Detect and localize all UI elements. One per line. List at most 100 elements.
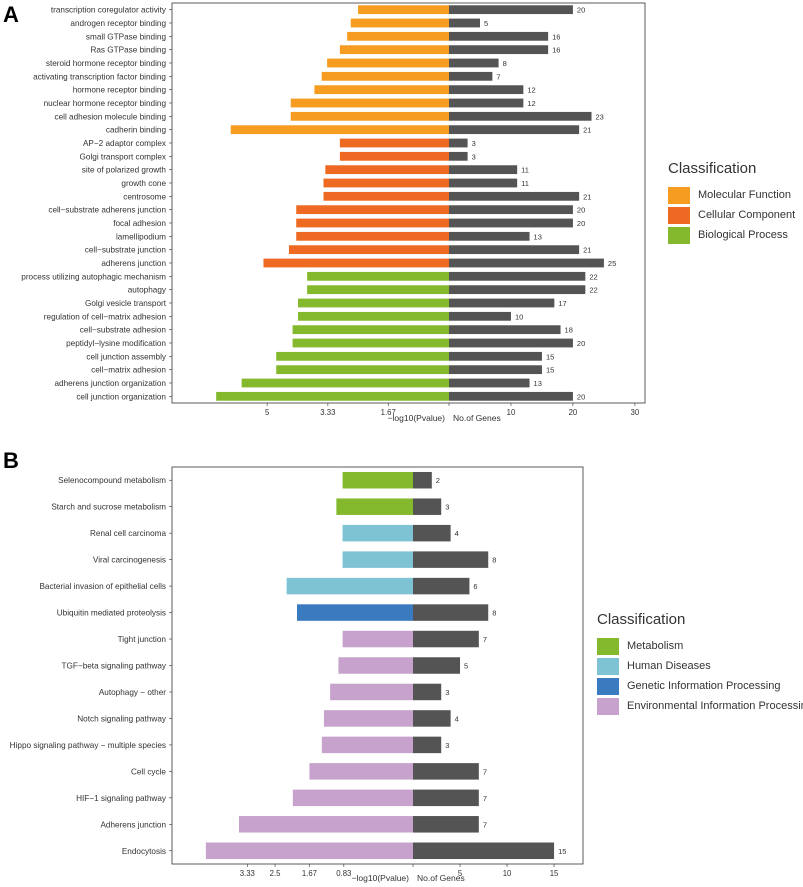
pvalue-bar [330, 683, 413, 701]
pvalue-bar [314, 85, 449, 95]
legend-b-label: Metabolism [627, 640, 684, 652]
legend-b-item: Environmental Information Processing [597, 696, 803, 716]
pvalue-bar [298, 298, 449, 308]
left-x-tick-label: 3.33 [240, 869, 255, 878]
pvalue-bar [292, 338, 449, 348]
gene-count-label: 11 [521, 179, 529, 188]
category-label: Renal cell carcinoma [90, 529, 166, 538]
category-label: adherens junction [101, 259, 166, 268]
category-label: peptidyl−lysine modification [66, 339, 166, 348]
category-label: Bacterial invasion of epithelial cells [39, 582, 166, 591]
gene-count-label: 20 [577, 206, 585, 215]
gene-count-label: 4 [455, 529, 459, 538]
legend-a-label: Biological Process [698, 229, 788, 241]
gene-count-bar [449, 125, 580, 135]
gene-count-bar [449, 325, 561, 335]
gene-count-label: 7 [483, 635, 487, 644]
category-label: Viral carcinogenesis [93, 556, 166, 565]
panel-a-letter: A [3, 2, 19, 27]
gene-count-label: 20 [577, 6, 585, 15]
gene-count-bar [413, 842, 555, 860]
pvalue-bar [241, 378, 449, 388]
gene-count-label: 11 [521, 166, 529, 175]
category-label: adherens junction organization [54, 379, 166, 388]
category-label: hormone receptor binding [73, 86, 167, 95]
category-label: cell−substrate adhesion [80, 326, 167, 335]
gene-count-bar [413, 630, 479, 648]
legend-a-key-2 [668, 226, 690, 244]
gene-count-label: 8 [492, 609, 496, 618]
pvalue-bar [358, 5, 449, 15]
right-x-tick-label: 20 [569, 408, 578, 417]
gene-count-label: 12 [527, 99, 535, 108]
pvalue-bar [339, 151, 449, 161]
gene-count-label: 20 [577, 339, 585, 348]
left-x-tick-label: 3.33 [320, 408, 335, 417]
category-label: TGF−beta signaling pathway [62, 662, 167, 671]
gene-count-bar [449, 98, 524, 108]
legend-a: Classification Molecular Function Cellul… [668, 160, 795, 245]
gene-count-bar [449, 58, 499, 68]
gene-count-bar [413, 789, 479, 807]
pvalue-bar [276, 365, 449, 375]
pvalue-bar [297, 604, 413, 621]
gene-count-bar [449, 391, 573, 401]
gene-count-bar [449, 245, 580, 255]
gene-count-bar [449, 71, 493, 81]
pvalue-bar [342, 471, 413, 489]
gene-count-label: 20 [577, 392, 585, 401]
legend-a-item: Biological Process [668, 225, 795, 245]
gene-count-bar [449, 351, 542, 361]
gene-count-label: 8 [492, 556, 496, 565]
pvalue-bar [338, 657, 413, 674]
category-label: lamellipodium [116, 232, 166, 241]
category-label: Endocytosis [122, 847, 166, 856]
right-x-tick-label: 30 [631, 408, 640, 417]
pvalue-bar [296, 218, 449, 228]
category-label: autophagy [128, 286, 167, 295]
right-x-tick-label: 10 [503, 869, 512, 878]
gene-count-label: 22 [589, 286, 597, 295]
category-label: cell−matrix adhesion [91, 366, 166, 375]
gene-count-bar [413, 577, 470, 595]
gene-count-bar [449, 151, 468, 161]
legend-a-item: Molecular Function [668, 185, 795, 205]
legend-b-key-0 [597, 637, 619, 655]
gene-count-label: 3 [445, 741, 449, 750]
pvalue-bar [321, 71, 449, 81]
gene-count-bar [413, 551, 489, 568]
gene-count-label: 3 [445, 688, 449, 697]
pvalue-bar [325, 165, 449, 175]
gene-count-label: 16 [552, 32, 560, 41]
gene-count-bar [413, 763, 479, 780]
pvalue-bar [286, 577, 413, 595]
gene-count-label: 16 [552, 46, 560, 55]
pvalue-bar [350, 18, 449, 28]
pvalue-bar [323, 710, 413, 727]
right-x-tick-label: 5 [458, 869, 463, 878]
pvalue-bar [290, 98, 449, 108]
legend-b-item: Metabolism [597, 636, 803, 656]
gene-count-bar [449, 311, 511, 321]
category-label: steroid hormone receptor binding [46, 59, 167, 68]
left-x-tick-label: 5 [265, 408, 270, 417]
gene-count-bar [449, 191, 580, 201]
gene-count-label: 21 [583, 246, 591, 255]
gene-count-label: 3 [472, 139, 476, 148]
gene-count-label: 25 [608, 259, 616, 268]
pvalue-bar [230, 125, 449, 135]
category-label: Golgi transport complex [80, 152, 166, 161]
pvalue-bar [216, 391, 449, 401]
legend-b-label: Genetic Information Processing [627, 680, 781, 692]
pvalue-bar [296, 231, 449, 241]
gene-count-bar [449, 18, 480, 28]
gene-count-bar [449, 285, 586, 295]
pvalue-bar [292, 789, 413, 807]
pvalue-bar [292, 325, 449, 335]
legend-a-title: Classification [668, 160, 757, 177]
legend-a-label: Molecular Function [698, 189, 791, 201]
pvalue-bar [205, 842, 413, 860]
pvalue-bar [307, 271, 449, 281]
category-label: centrosome [123, 192, 166, 201]
gene-count-bar [449, 205, 573, 215]
